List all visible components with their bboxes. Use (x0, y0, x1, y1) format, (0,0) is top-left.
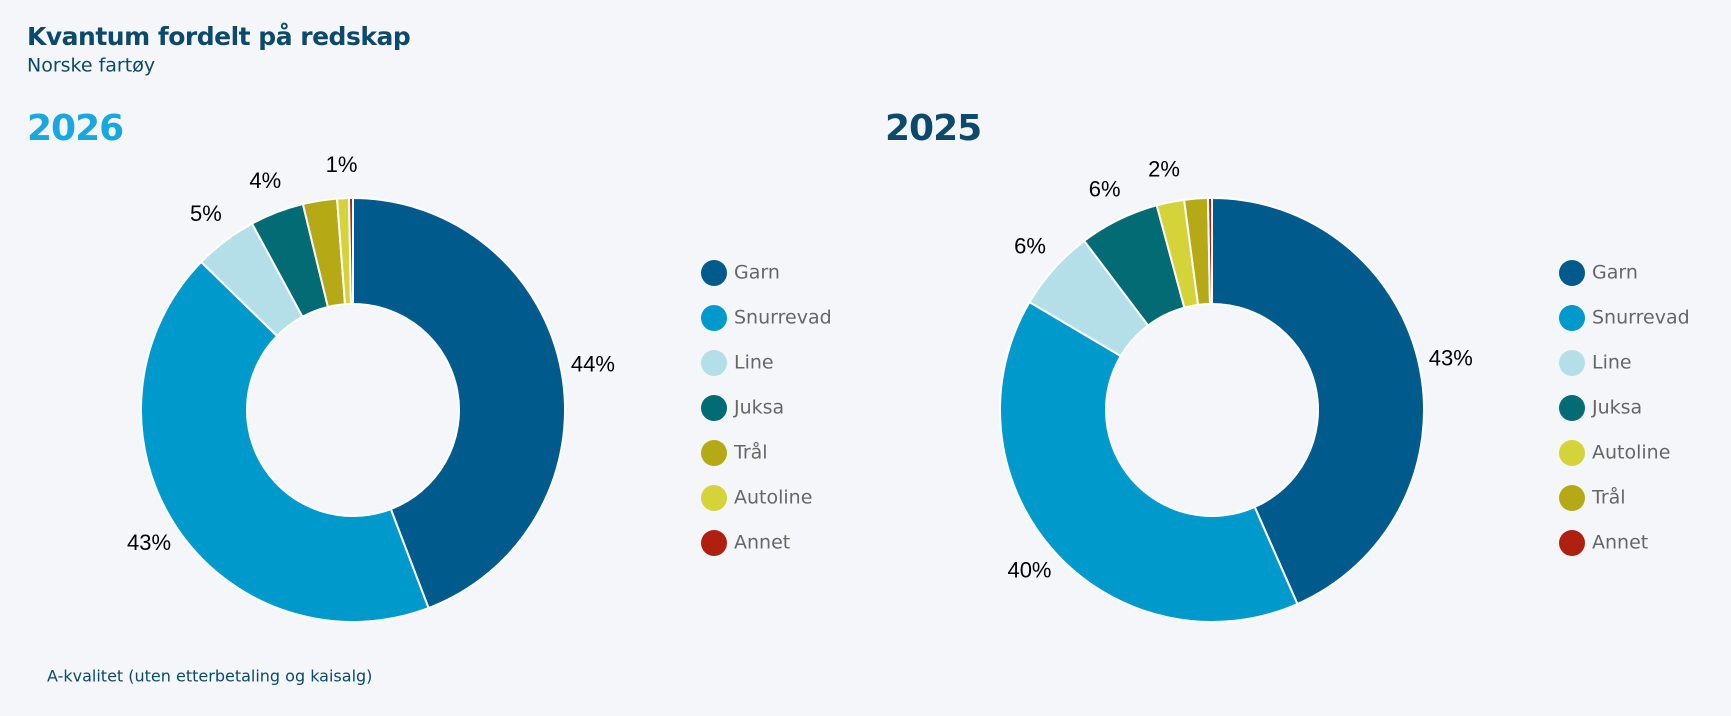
data-label: 40% (1007, 558, 1051, 583)
slice (140, 260, 430, 623)
legend-marker (701, 305, 727, 331)
legend-marker (1559, 395, 1585, 421)
legend-marker (1559, 440, 1585, 466)
data-label: 6% (1014, 233, 1046, 258)
chart-title: 2026 (27, 108, 123, 149)
legend-label: Line (1592, 352, 1632, 374)
data-label: 4% (249, 168, 281, 193)
legend-marker (1559, 350, 1585, 376)
legend-marker (1559, 530, 1585, 556)
legend-label: Trål (733, 441, 768, 464)
legend-label: Autoline (1592, 442, 1670, 464)
slice (352, 196, 566, 610)
legend-label: Snurrevad (734, 307, 832, 329)
footnote: A-kvalitet (uten etterbetaling og kaisal… (47, 667, 372, 686)
legend-label: Annet (1592, 532, 1648, 554)
legend-label: Trål (1591, 486, 1626, 509)
legend-label: Garn (734, 262, 780, 284)
legend-marker (1559, 260, 1585, 286)
data-label: 44% (571, 352, 615, 377)
legend-marker (701, 350, 727, 376)
data-label: 6% (1089, 177, 1121, 202)
legend-marker (701, 395, 727, 421)
legend-label: Snurrevad (1592, 307, 1690, 329)
legend-marker (701, 530, 727, 556)
legend-label: Garn (1592, 262, 1638, 284)
data-label: 1% (326, 152, 358, 177)
legend-marker (701, 440, 727, 466)
slice (1206, 196, 1213, 306)
legend-label: Annet (734, 532, 790, 554)
title: Kvantum fordelt på redskap (27, 22, 410, 51)
data-label: 43% (127, 530, 171, 555)
slice (1211, 196, 1425, 606)
legend-marker (701, 485, 727, 511)
legend-label: Juksa (733, 397, 784, 419)
chart-title: 2025 (885, 108, 981, 149)
data-label: 5% (190, 201, 222, 226)
subtitle: Norske fartøy (27, 55, 155, 77)
legend-marker (1559, 305, 1585, 331)
legend-marker (1559, 485, 1585, 511)
legend-label: Autoline (734, 487, 812, 509)
slice (999, 300, 1299, 623)
data-label: 43% (1429, 346, 1473, 371)
legend-label: Juksa (1591, 397, 1642, 419)
slice (347, 196, 354, 306)
legend-marker (701, 260, 727, 286)
data-label: 2% (1148, 157, 1180, 182)
legend-label: Line (734, 352, 774, 374)
